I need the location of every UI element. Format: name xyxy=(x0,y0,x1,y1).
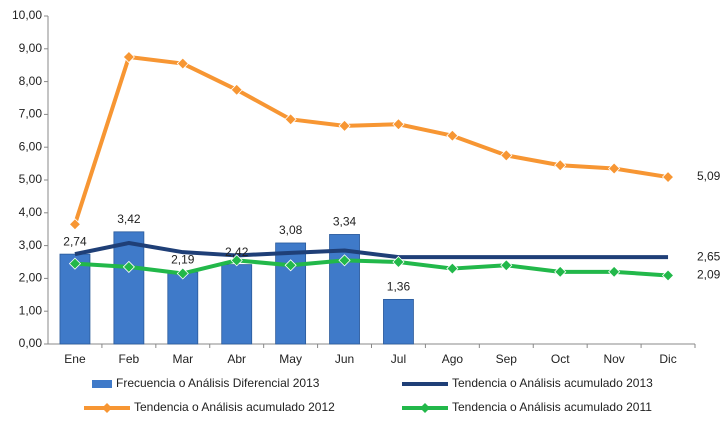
line xyxy=(74,240,669,260)
line xyxy=(73,55,669,225)
marker xyxy=(122,260,135,273)
marker xyxy=(176,57,189,70)
x-tick-label: Sep xyxy=(496,352,518,366)
marker xyxy=(122,50,135,64)
x-tick-label: Ago xyxy=(442,352,464,366)
legend-label: Tendencia o Análisis acumulado 2012 xyxy=(134,400,335,414)
y-tick-label: 8,00 xyxy=(19,74,43,88)
marker xyxy=(284,259,297,272)
value-label: 2,19 xyxy=(171,252,195,266)
marker xyxy=(230,254,243,267)
marker xyxy=(446,129,459,142)
y-tick-label: 0,00 xyxy=(19,336,43,350)
legend-swatch xyxy=(92,380,112,388)
marker xyxy=(392,255,405,269)
y-tick-label: 3,00 xyxy=(19,238,43,252)
legend-marker xyxy=(420,403,430,413)
bar xyxy=(167,271,199,345)
y-tick-label: 7,00 xyxy=(19,107,43,121)
y-tick-label: 10,00 xyxy=(12,8,42,22)
x-tick-label: Abr xyxy=(227,352,246,366)
marker xyxy=(500,149,513,162)
value-label: 5,09 xyxy=(697,169,721,183)
y-tick-label: 1,00 xyxy=(19,303,43,317)
marker xyxy=(176,267,189,280)
bar xyxy=(275,242,307,345)
value-label: 1,36 xyxy=(387,280,411,294)
x-tick-label: Mar xyxy=(172,352,193,366)
legend-label: Frecuencia o Análisis Diferencial 2013 xyxy=(116,376,320,390)
marker xyxy=(68,218,82,231)
x-tick-label: Nov xyxy=(603,352,624,366)
value-label: 2,65 xyxy=(697,249,721,263)
x-tick-label: Feb xyxy=(119,352,140,366)
value-label: 3,42 xyxy=(117,212,141,226)
value-label: 2,09 xyxy=(697,268,721,282)
marker xyxy=(608,162,621,175)
legend-marker xyxy=(102,403,112,413)
marker xyxy=(392,118,405,131)
marker xyxy=(338,119,351,132)
value-label: 3,34 xyxy=(333,215,357,229)
x-tick-label: Ene xyxy=(64,352,86,366)
x-tick-label: Oct xyxy=(551,352,570,366)
marker xyxy=(68,257,82,270)
y-tick-label: 6,00 xyxy=(19,139,43,153)
marker xyxy=(500,259,513,272)
x-tick-label: Jul xyxy=(391,352,406,366)
y-tick-label: 2,00 xyxy=(19,271,43,285)
marker xyxy=(554,265,567,278)
marker xyxy=(230,83,243,96)
y-tick-label: 4,00 xyxy=(19,205,43,219)
x-tick-label: Dic xyxy=(659,352,676,366)
value-label: 3,08 xyxy=(279,223,303,237)
legend-label: Tendencia o Análisis acumulado 2013 xyxy=(452,376,653,390)
marker xyxy=(661,170,675,184)
value-label: 2,74 xyxy=(63,234,87,248)
bar xyxy=(221,264,253,345)
bar xyxy=(113,231,145,345)
marker xyxy=(661,269,675,282)
x-tick-label: Jun xyxy=(335,352,354,366)
marker xyxy=(554,159,567,172)
bar xyxy=(383,298,414,345)
line xyxy=(74,258,669,278)
x-tick-label: May xyxy=(279,352,302,366)
marker xyxy=(446,262,459,275)
legend-label: Tendencia o Análisis acumulado 2011 xyxy=(452,400,652,414)
marker xyxy=(338,254,351,267)
y-tick-label: 5,00 xyxy=(19,172,43,186)
y-tick-label: 9,00 xyxy=(19,41,43,55)
value-label: 2,42 xyxy=(225,245,249,259)
marker xyxy=(608,265,621,278)
marker xyxy=(284,113,297,126)
